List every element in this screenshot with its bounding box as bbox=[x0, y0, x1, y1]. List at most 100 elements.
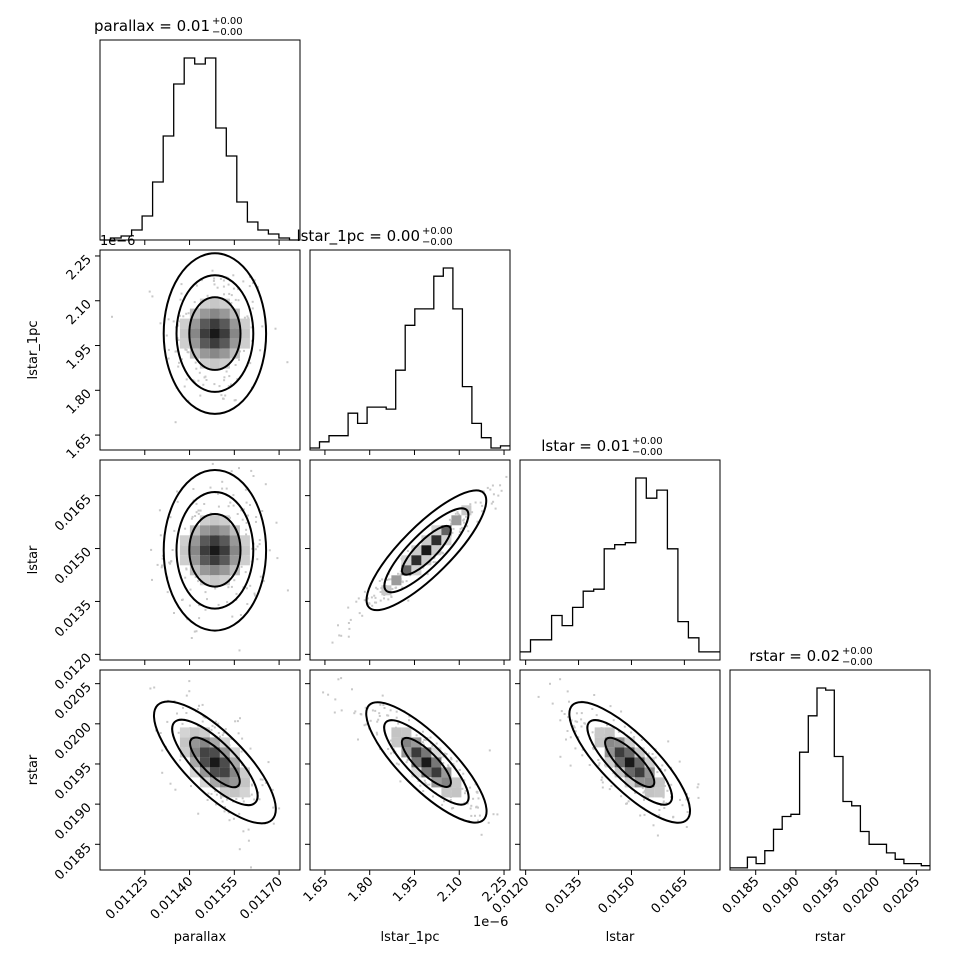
sample-point bbox=[194, 361, 197, 364]
sample-point bbox=[581, 754, 584, 757]
sample-point bbox=[448, 518, 451, 521]
sample-point bbox=[327, 693, 330, 696]
sample-point bbox=[469, 807, 472, 810]
title-sup: +0.00 bbox=[422, 226, 453, 237]
sample-point bbox=[259, 778, 262, 781]
sample-point bbox=[204, 375, 207, 378]
sample-point bbox=[180, 283, 183, 286]
sample-point bbox=[463, 518, 466, 521]
sample-point bbox=[219, 735, 221, 738]
sample-point bbox=[685, 792, 688, 795]
sample-point bbox=[408, 719, 410, 722]
sample-point bbox=[331, 641, 334, 644]
sample-point bbox=[476, 520, 479, 523]
histogram-layer bbox=[100, 57, 930, 869]
sample-point bbox=[248, 285, 251, 288]
density-cell bbox=[209, 737, 220, 748]
sample-point bbox=[230, 470, 233, 473]
sample-point bbox=[475, 806, 478, 809]
sample-point bbox=[196, 708, 199, 710]
sample-point bbox=[450, 522, 453, 525]
sample-point bbox=[442, 762, 445, 764]
hist-panel-parallax bbox=[99, 39, 301, 241]
sample-point bbox=[155, 729, 157, 732]
sample-point bbox=[254, 594, 256, 597]
sample-point bbox=[333, 711, 336, 714]
density-cell bbox=[219, 555, 230, 566]
sample-point bbox=[218, 385, 221, 388]
sample-point bbox=[181, 358, 183, 361]
sample-point bbox=[481, 504, 484, 507]
sample-point bbox=[399, 780, 402, 783]
sample-point bbox=[252, 282, 254, 284]
sample-point bbox=[272, 822, 275, 825]
density-cell bbox=[219, 298, 230, 309]
sample-point bbox=[397, 572, 399, 575]
sample-point bbox=[647, 797, 649, 800]
sample-point bbox=[601, 781, 604, 784]
sample-point bbox=[179, 759, 182, 762]
sample-point bbox=[230, 294, 233, 297]
sample-point bbox=[167, 318, 170, 321]
sample-point bbox=[379, 591, 382, 593]
sample-point bbox=[670, 796, 672, 798]
density-cell bbox=[229, 308, 240, 319]
sample-point bbox=[373, 594, 376, 597]
sample-point bbox=[591, 708, 594, 710]
density-cell bbox=[239, 777, 250, 788]
sample-point bbox=[247, 828, 250, 831]
sample-point bbox=[213, 726, 216, 729]
sample-point bbox=[224, 728, 227, 731]
title-main: parallax = 0.01 bbox=[94, 17, 210, 35]
sample-point bbox=[169, 562, 172, 565]
sample-point bbox=[686, 811, 689, 813]
title-parallax: parallax = 0.01 +0.00−0.00 bbox=[94, 16, 243, 38]
sample-point bbox=[678, 760, 681, 763]
sample-point bbox=[238, 358, 240, 361]
sample-point bbox=[181, 722, 184, 725]
density-rstar-vs-parallax bbox=[179, 727, 250, 798]
sample-point bbox=[597, 764, 600, 767]
sample-point bbox=[275, 521, 278, 524]
sample-point bbox=[242, 830, 245, 833]
sample-point bbox=[478, 814, 481, 817]
sample-point bbox=[228, 292, 231, 295]
sample-point bbox=[640, 738, 643, 741]
sample-point bbox=[455, 760, 458, 763]
sample-point bbox=[363, 724, 366, 727]
sample-point bbox=[358, 612, 361, 615]
density-cell bbox=[421, 535, 432, 546]
sample-point bbox=[500, 489, 503, 492]
sample-point bbox=[421, 741, 424, 744]
title-sub: −0.00 bbox=[422, 237, 453, 248]
sample-point bbox=[374, 709, 377, 712]
contour-level-2 bbox=[383, 719, 470, 806]
sample-point bbox=[209, 486, 212, 489]
sample-point bbox=[245, 587, 248, 590]
density-cell bbox=[219, 737, 230, 748]
sample-point bbox=[246, 315, 249, 318]
sample-point bbox=[588, 764, 591, 766]
sample-point bbox=[204, 608, 207, 611]
sample-point bbox=[408, 715, 411, 718]
sample-point bbox=[240, 750, 243, 753]
density-cell bbox=[199, 338, 210, 349]
sample-point bbox=[580, 725, 583, 728]
sample-point bbox=[383, 597, 385, 600]
density-cell bbox=[451, 787, 462, 798]
density-cell bbox=[594, 737, 605, 748]
contours-lstar-vs-lstar_1pc bbox=[365, 489, 488, 612]
contour-level-3 bbox=[162, 469, 268, 632]
sample-point bbox=[494, 507, 497, 510]
sample-point bbox=[166, 591, 169, 594]
title-main: lstar = 0.01 bbox=[541, 437, 630, 455]
sample-point bbox=[496, 813, 499, 816]
density-cell bbox=[421, 555, 432, 566]
sample-point bbox=[489, 488, 492, 491]
sample-point bbox=[213, 283, 216, 286]
sample-point bbox=[497, 494, 500, 497]
density-cell bbox=[219, 787, 230, 798]
density-cell bbox=[239, 318, 250, 329]
density-cell bbox=[634, 767, 645, 778]
sample-point bbox=[417, 780, 420, 782]
